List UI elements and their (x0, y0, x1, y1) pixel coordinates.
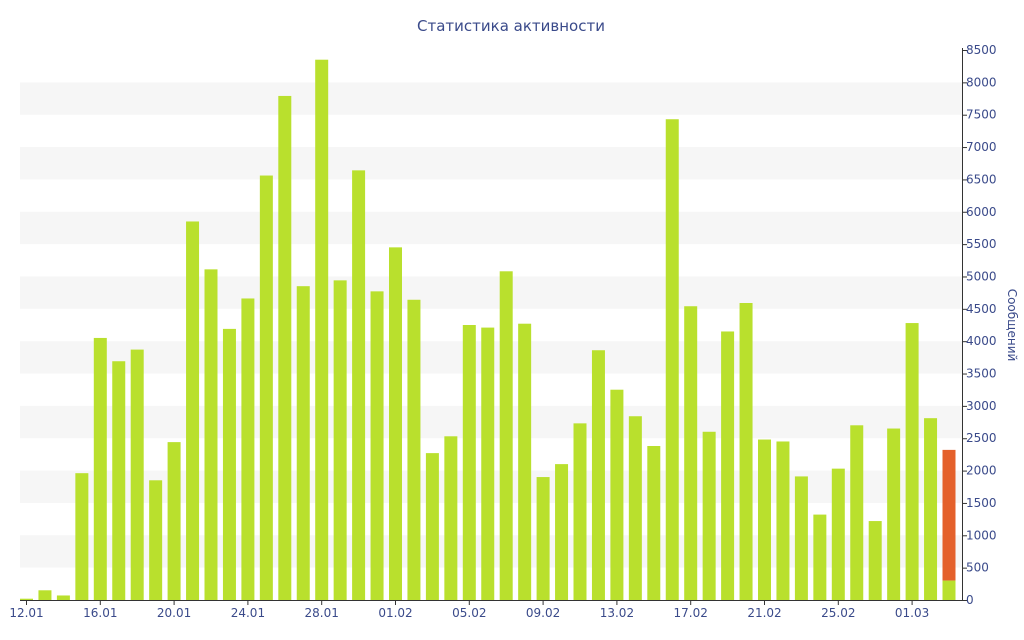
bar (149, 480, 163, 600)
bar (296, 286, 310, 600)
bar (628, 416, 642, 600)
bar (721, 331, 735, 600)
bar (20, 598, 33, 600)
grid-band (20, 276, 962, 309)
y-tick-label: 8500 (966, 43, 997, 57)
y-tick-label: 3500 (966, 367, 997, 381)
x-tick-label: 17.02 (674, 606, 708, 620)
y-tick-label: 1500 (966, 496, 997, 510)
bar (665, 119, 679, 600)
x-tick-label: 01.03 (895, 606, 929, 620)
bar (130, 349, 144, 600)
bar (370, 291, 384, 600)
bar (93, 337, 107, 600)
bar (758, 439, 771, 600)
bar (702, 431, 716, 600)
x-tick-label: 21.02 (747, 606, 781, 620)
bar (591, 350, 605, 600)
bar (813, 514, 827, 600)
bars-group (20, 59, 956, 601)
bar-current-upper (942, 449, 956, 581)
y-tick-label: 1000 (966, 528, 997, 542)
bar (905, 323, 919, 600)
y-tick-label: 7500 (966, 108, 997, 122)
x-tick-label: 28.01 (305, 606, 339, 620)
bar (333, 280, 347, 600)
bar (684, 306, 698, 600)
bar (444, 436, 458, 600)
y-tick-label: 2000 (966, 464, 997, 478)
bar (481, 327, 495, 600)
bar-current-base (942, 580, 956, 600)
bar (536, 477, 550, 600)
bar (38, 590, 52, 600)
bar (462, 325, 476, 600)
x-tick-label: 09.02 (526, 606, 560, 620)
bar (518, 323, 532, 600)
y-axis-label: Сообщений (1005, 289, 1019, 362)
bar (241, 298, 255, 600)
bar (407, 299, 421, 600)
y-tick-label: 6500 (966, 172, 997, 186)
bar (555, 464, 569, 600)
grid-band (20, 147, 962, 180)
bar (315, 59, 329, 601)
y-tick-label: 4000 (966, 334, 997, 348)
y-axis-ticks: 0 500 1000 1500 2000 2500 3000 3500 4000 4500 5000… (962, 43, 997, 607)
bar (887, 428, 901, 600)
y-tick-label: 2500 (966, 431, 997, 445)
bar (610, 389, 624, 600)
y-tick-label: 3000 (966, 399, 997, 413)
y-tick-label: 500 (966, 561, 989, 575)
y-tick-label: 6000 (966, 205, 997, 219)
y-tick-label: 5000 (966, 269, 997, 283)
bar (831, 468, 845, 600)
x-axis-ticks: 12.01 16.01 20.01 24.01 28.01 01.02 05.02 09.02… (9, 600, 929, 620)
bar (186, 221, 200, 600)
y-tick-label: 5500 (966, 237, 997, 251)
y-tick-label: 7000 (966, 140, 997, 154)
bar (776, 441, 790, 600)
bar (222, 328, 236, 600)
bar (389, 247, 402, 600)
y-tick-label: 8000 (966, 75, 997, 89)
bar (167, 442, 181, 600)
grid-band (20, 211, 962, 245)
bar (868, 521, 882, 600)
bar (850, 425, 864, 600)
bar (647, 446, 661, 600)
bar (739, 303, 753, 600)
x-tick-label: 05.02 (452, 606, 486, 620)
y-tick-label: 0 (966, 593, 974, 607)
bar (794, 476, 808, 600)
x-tick-label: 12.01 (9, 606, 43, 620)
x-tick-label: 13.02 (600, 606, 634, 620)
bar (259, 175, 273, 600)
y-tick-label: 4500 (966, 302, 997, 316)
bar (352, 170, 366, 600)
x-tick-label: 24.01 (231, 606, 265, 620)
bar (573, 423, 587, 600)
x-tick-label: 01.02 (378, 606, 412, 620)
bar (75, 473, 89, 600)
bar (278, 95, 292, 601)
chart-title: Статистика активности (417, 17, 605, 35)
bar (112, 361, 126, 600)
bar (924, 418, 938, 600)
grid-band (20, 82, 962, 115)
x-tick-label: 16.01 (83, 606, 117, 620)
bar (499, 271, 513, 600)
x-tick-label: 25.02 (821, 606, 855, 620)
x-tick-label: 20.01 (157, 606, 191, 620)
bar (425, 453, 439, 600)
bar (204, 269, 218, 600)
bar (56, 595, 70, 600)
